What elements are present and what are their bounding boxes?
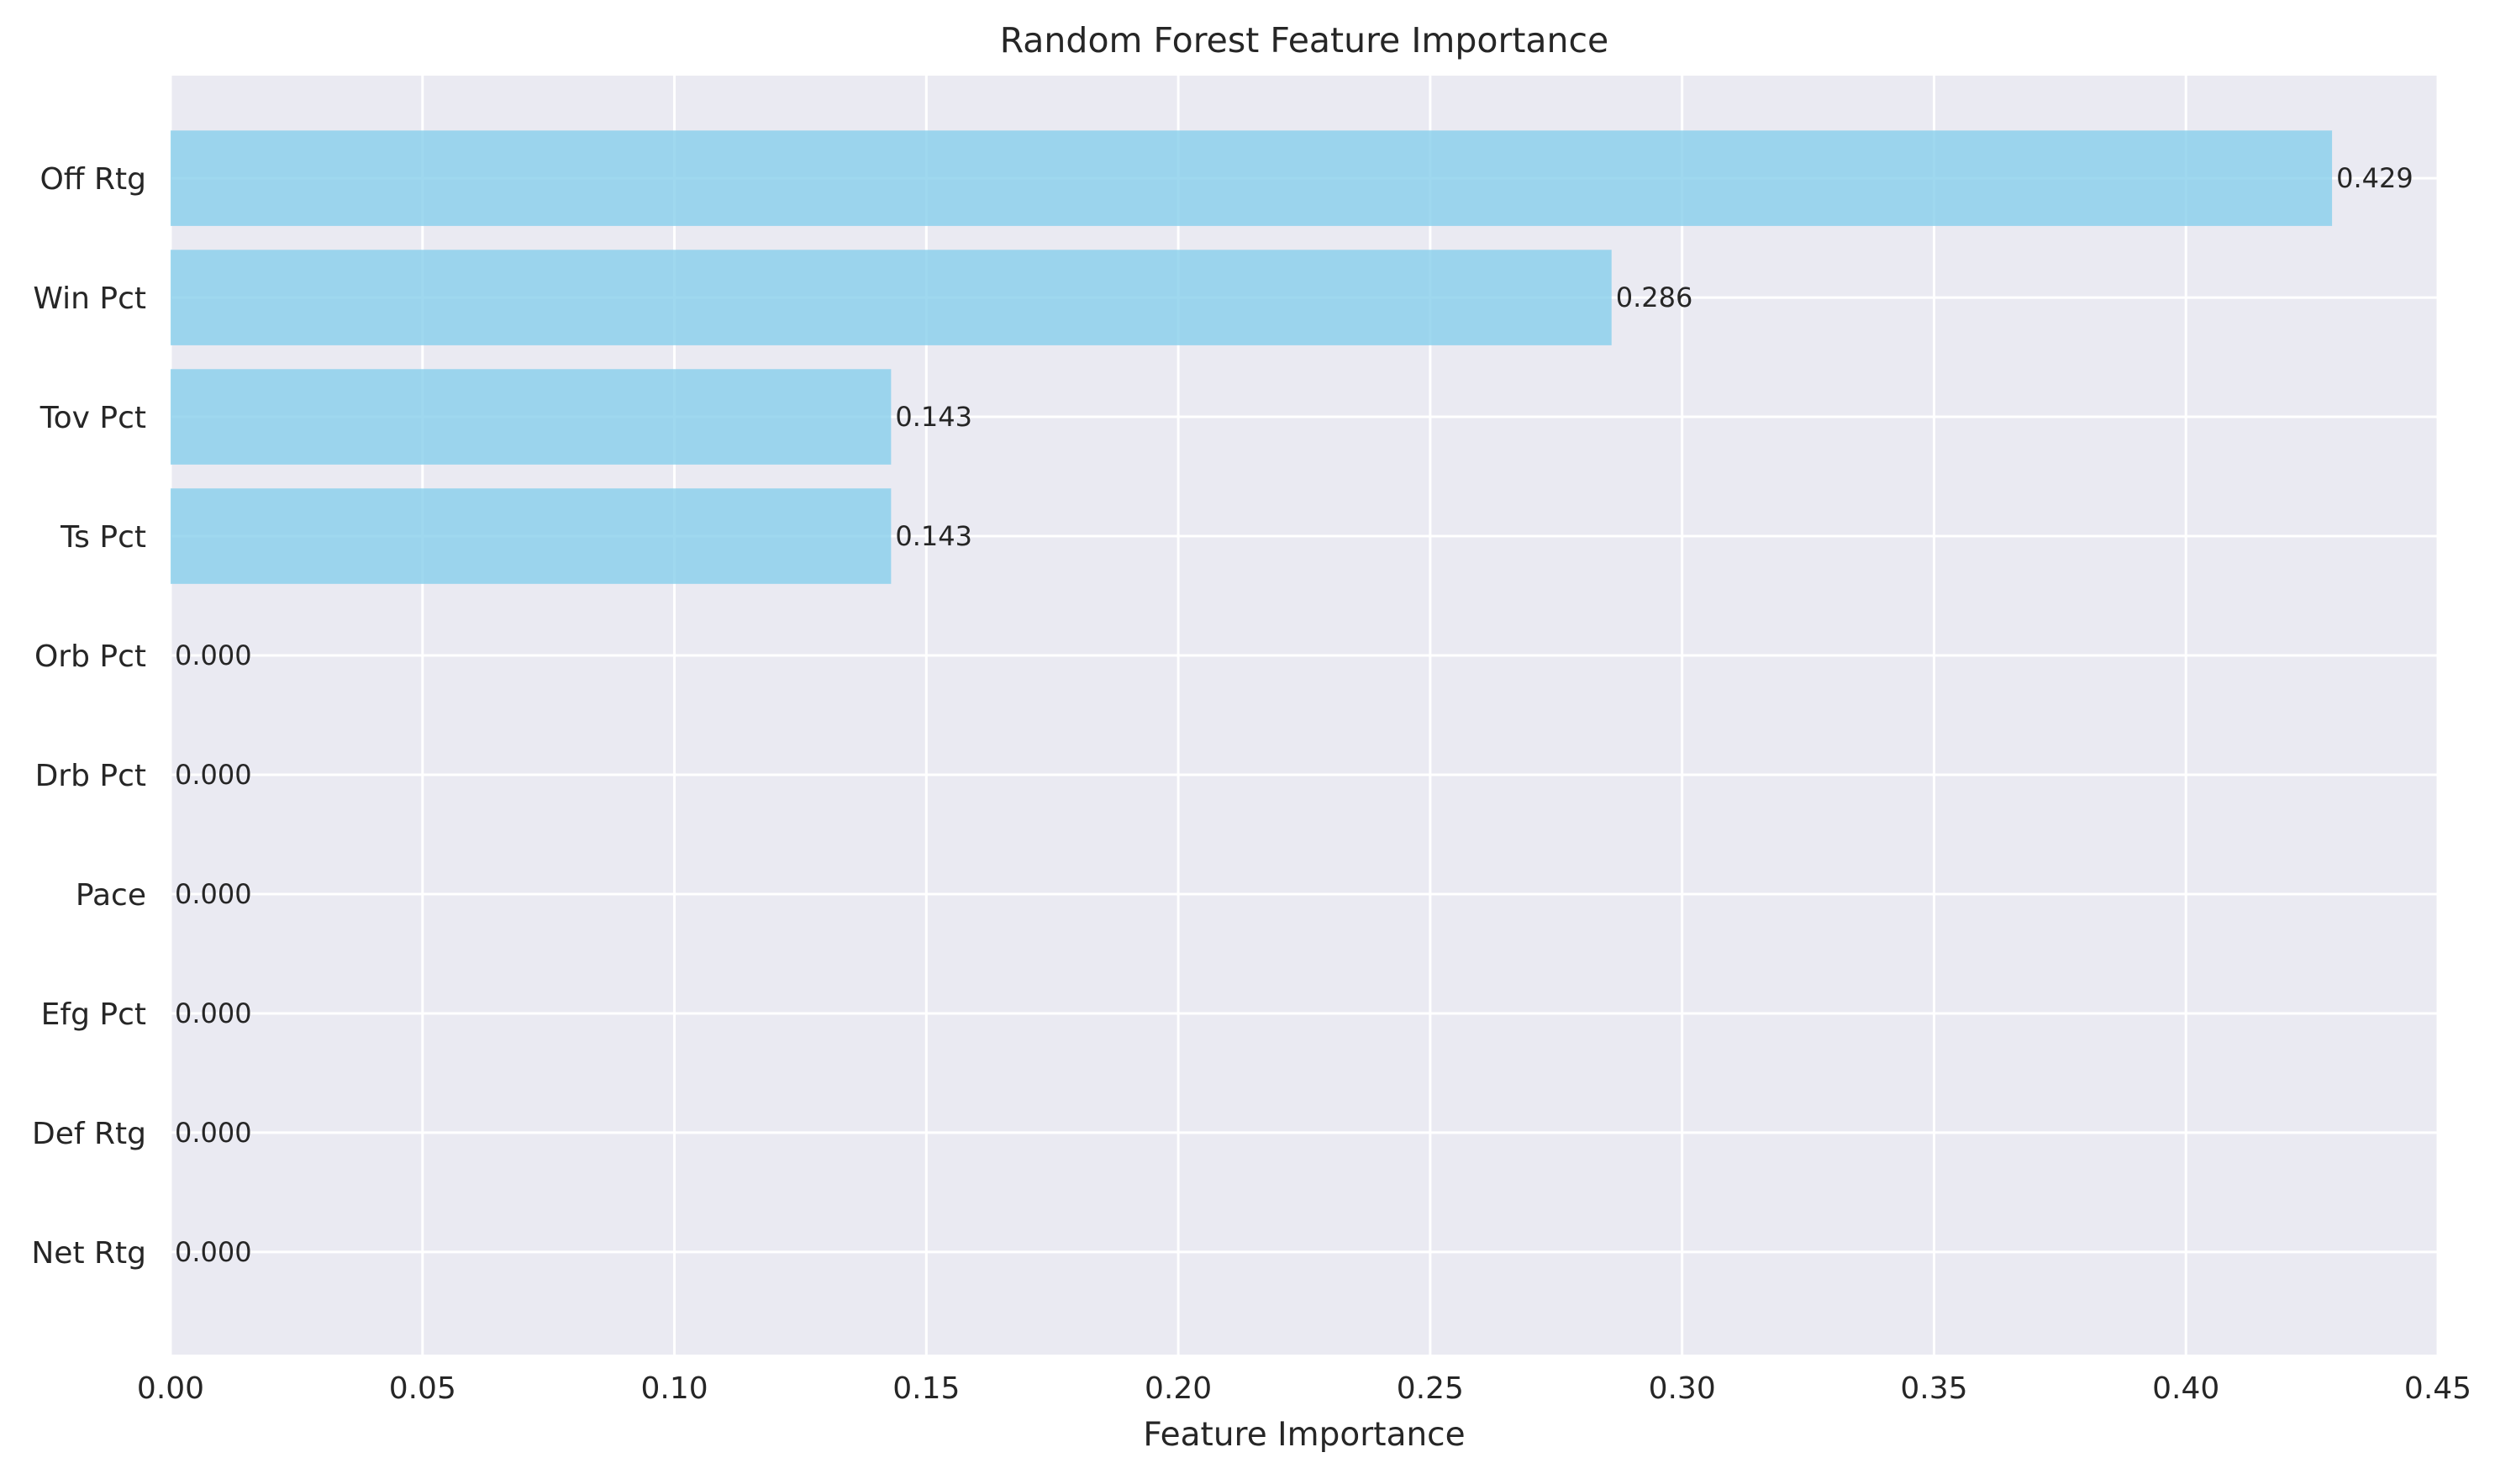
y-tick-label: Win Pct [33, 282, 146, 316]
data-label: 0.000 [175, 878, 252, 910]
bar [171, 250, 1612, 345]
y-tick-label: Off Rtg [39, 162, 146, 197]
y-tick-label: Pace [76, 878, 146, 913]
y-tick-labels: Off Rtg Win Pct Tov Pct Ts Pct Orb Pct Drb Pc… [31, 162, 146, 1271]
data-label: 0.286 [1616, 282, 1693, 313]
x-tick-label: 0.25 [1397, 1371, 1464, 1406]
y-tick-label: Tov Pct [39, 401, 146, 435]
y-tick-label: Net Rtg [31, 1236, 146, 1271]
data-label: 0.143 [895, 401, 972, 433]
data-label: 0.000 [175, 997, 252, 1029]
x-tick-label: 0.40 [2152, 1371, 2219, 1406]
y-tick-label: Ts Pct [60, 520, 146, 555]
data-label: 0.143 [895, 520, 972, 552]
data-label: 0.000 [175, 1236, 252, 1268]
x-tick-label: 0.15 [892, 1371, 960, 1406]
x-tick-label: 0.45 [2404, 1371, 2471, 1406]
data-label: 0.000 [175, 759, 252, 791]
bar [171, 130, 2333, 226]
data-label: 0.000 [175, 1117, 252, 1149]
x-tick-label: 0.10 [640, 1371, 708, 1406]
data-label: 0.429 [2336, 162, 2413, 194]
x-tick-labels: 0.00 0.05 0.10 0.15 0.20 0.25 0.30 0.35 0.40 0.45 [137, 1371, 2471, 1406]
y-tick-label: Orb Pct [34, 639, 146, 674]
data-label: 0.000 [175, 639, 252, 671]
y-tick-label: Def Rtg [32, 1117, 146, 1151]
x-tick-label: 0.05 [389, 1371, 456, 1406]
bars [171, 130, 2333, 584]
x-tick-label: 0.35 [1900, 1371, 1967, 1406]
y-tick-label: Efg Pct [41, 997, 146, 1032]
bar [171, 369, 892, 465]
x-tick-label: 0.30 [1649, 1371, 1716, 1406]
y-tick-label: Drb Pct [35, 759, 146, 793]
x-axis-label: Feature Importance [1143, 1416, 1465, 1454]
bar [171, 488, 892, 584]
data-labels: 0.429 0.286 0.143 0.143 0.000 0.000 0.000 0.000… [175, 162, 2413, 1268]
x-tick-label: 0.00 [137, 1371, 204, 1406]
chart-title: Random Forest Feature Importance [1000, 20, 1609, 61]
x-tick-label: 0.20 [1145, 1371, 1212, 1406]
